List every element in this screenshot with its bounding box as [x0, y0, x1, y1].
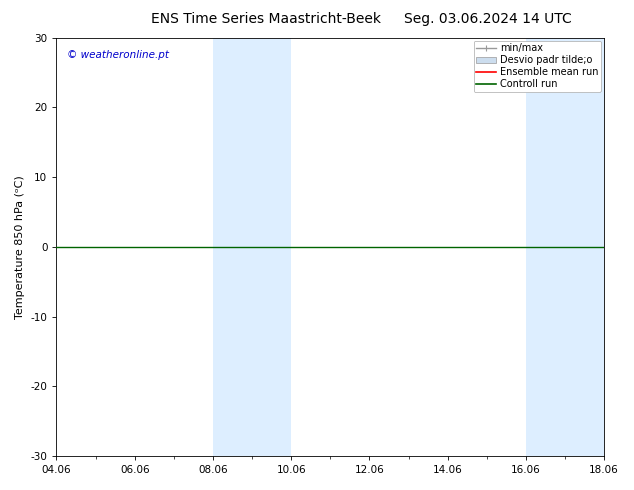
Text: ENS Time Series Maastricht-Beek: ENS Time Series Maastricht-Beek	[152, 12, 381, 26]
Bar	[565, 38, 604, 456]
Bar	[252, 38, 291, 456]
Bar	[526, 38, 565, 456]
Text: Seg. 03.06.2024 14 UTC: Seg. 03.06.2024 14 UTC	[404, 12, 572, 26]
Text: © weatheronline.pt: © weatheronline.pt	[67, 50, 169, 60]
Y-axis label: Temperature 850 hPa (ᵒC): Temperature 850 hPa (ᵒC)	[15, 175, 25, 318]
Legend: min/max, Desvio padr tilde;o, Ensemble mean run, Controll run: min/max, Desvio padr tilde;o, Ensemble m…	[474, 41, 601, 92]
Bar	[213, 38, 252, 456]
